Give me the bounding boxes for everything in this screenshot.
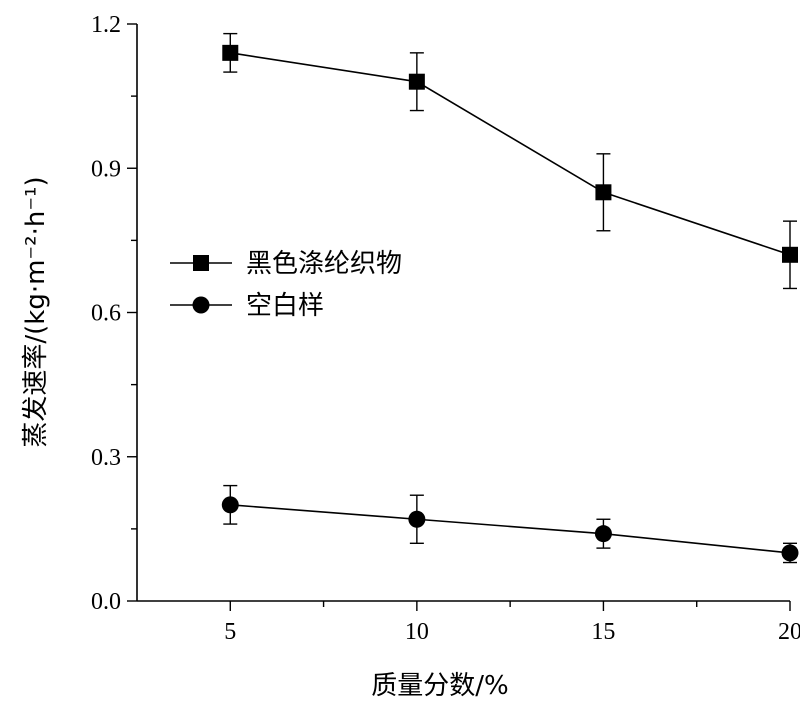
x-tick-label: 5: [224, 619, 236, 645]
y-axis-title: 蒸发速率/(kg·m⁻²·h⁻¹): [21, 176, 51, 447]
legend-item-black-polyester: 黑色涤纶织物: [170, 249, 402, 279]
data-point-square: [782, 246, 798, 263]
legend-label-black-polyester: 黑色涤纶织物: [246, 249, 402, 279]
series-layer: [221, 32, 799, 564]
data-point-square: [222, 44, 239, 61]
data-point-circle: [594, 525, 612, 543]
legend: 黑色涤纶织物 空白样: [170, 249, 402, 321]
x-tick-label: 10: [405, 619, 429, 645]
y-ticks: 0.0 0.3 0.6 0.9 1.2: [91, 12, 137, 615]
legend-item-blank-sample: 空白样: [170, 291, 324, 321]
x-ticks: 5 10 15 20: [224, 601, 800, 645]
y-tick-label: 0.3: [91, 445, 121, 471]
data-point-square: [595, 184, 612, 201]
series-blank-sample: [221, 484, 799, 564]
x-tick-label: 15: [591, 619, 615, 645]
legend-label-blank-sample: 空白样: [246, 291, 324, 321]
x-tick-label: 20: [778, 619, 800, 645]
x-axis-title: 质量分数/%: [371, 671, 508, 701]
data-point-circle: [781, 544, 799, 562]
y-tick-label: 0.9: [91, 156, 121, 182]
series-black-polyester: [222, 32, 798, 290]
data-point-circle: [221, 496, 239, 514]
y-tick-label: 0.6: [91, 301, 121, 327]
series-line: [230, 52, 791, 256]
series-line: [230, 504, 791, 554]
legend-square-marker: [193, 255, 209, 271]
data-point-circle: [408, 510, 426, 528]
y-tick-label: 1.2: [91, 12, 121, 38]
legend-circle-marker: [192, 296, 210, 314]
data-point-square: [408, 73, 425, 90]
axes: [136, 24, 790, 602]
y-tick-label: 0.0: [91, 589, 121, 615]
